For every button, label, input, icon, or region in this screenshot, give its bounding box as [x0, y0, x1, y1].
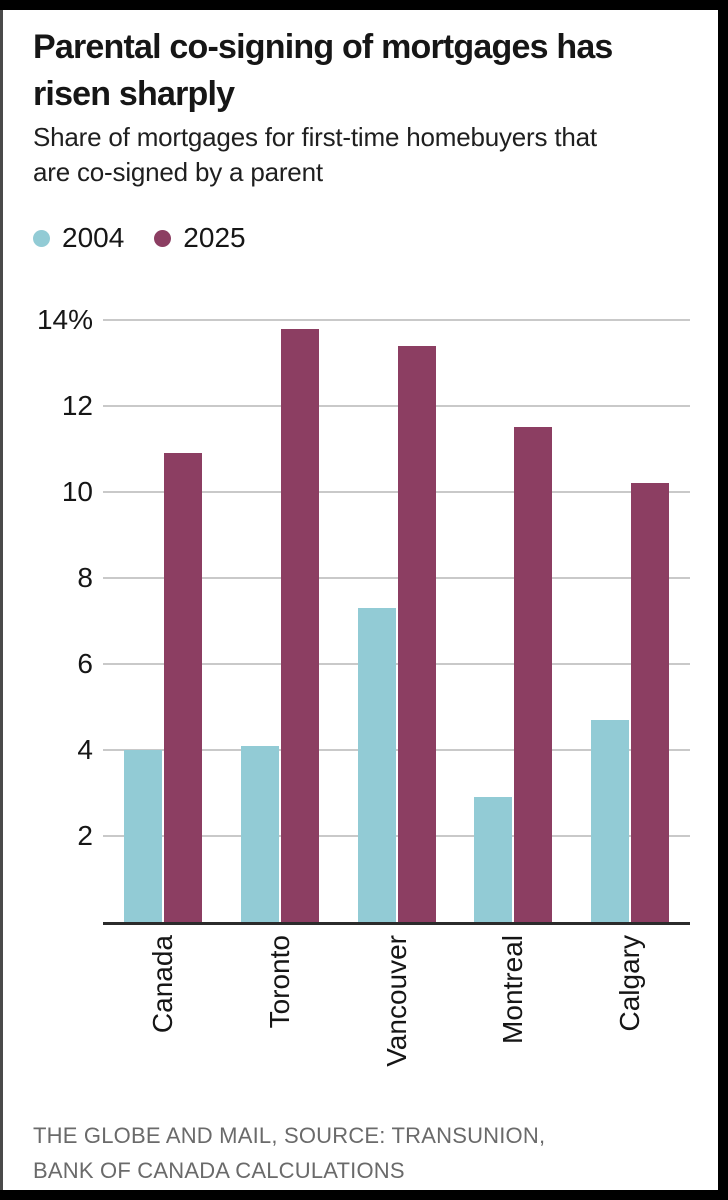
chart-title: Parental co-signing of mortgages has ris… — [33, 24, 673, 118]
gridline-10 — [103, 491, 690, 493]
legend-label-2004: 2004 — [62, 222, 125, 253]
gridline-6 — [103, 663, 690, 665]
legend-item-2004: 2004 — [33, 222, 124, 254]
chart-subtitle-line1: Share of mortgages for first-time homebu… — [33, 122, 597, 152]
x-axis-label-toronto: Toronto — [263, 935, 295, 1029]
bar-2025-montreal — [514, 427, 553, 922]
chart-subtitle-line2: are co-signed by a parent — [33, 157, 323, 187]
y-axis-label-12: 12 — [61, 390, 93, 421]
bar-2004-montreal — [474, 797, 513, 922]
source-line1: THE GLOBE AND MAIL, SOURCE: TRANSUNION, — [33, 1123, 546, 1148]
legend-label-2025: 2025 — [183, 222, 246, 253]
gridline-8 — [103, 577, 690, 579]
bar-2025-toronto — [280, 329, 319, 922]
chart-title-line1: Parental co-signing of mortgages has — [33, 28, 613, 66]
x-axis-label-vancouver: Vancouver — [380, 935, 412, 1067]
legend: 2004 2025 — [33, 222, 246, 254]
x-axis-label-calgary: Calgary — [614, 935, 645, 1032]
source-note: THE GLOBE AND MAIL, SOURCE: TRANSUNION, … — [33, 1118, 673, 1188]
y-axis-label-10: 10 — [61, 476, 93, 507]
x-axis-label-montreal: Montreal — [497, 935, 529, 1044]
bar-2025-vancouver — [397, 346, 436, 922]
bar-2004-calgary — [591, 720, 629, 922]
x-axis-line — [103, 922, 690, 925]
y-axis-label-6: 6 — [77, 648, 93, 679]
y-axis-label-4: 4 — [77, 734, 93, 765]
bar-2025-canada — [164, 453, 202, 922]
y-axis-label-8: 8 — [77, 562, 93, 593]
chart-subtitle: Share of mortgages for first-time homebu… — [33, 120, 693, 190]
legend-item-2025: 2025 — [154, 222, 246, 254]
plot-area — [103, 319, 690, 922]
y-axis-label-2: 2 — [77, 820, 93, 851]
chart-card: Parental co-signing of mortgages has ris… — [3, 10, 718, 1190]
chart-title-line2: risen sharply — [33, 75, 235, 113]
bar-2025-calgary — [631, 483, 669, 922]
y-axis-label-14: 14% — [36, 304, 93, 335]
source-line2: BANK OF CANADA CALCULATIONS — [33, 1158, 405, 1183]
bar-2004-canada — [124, 750, 162, 922]
gridline-4 — [103, 749, 690, 751]
gridline-2 — [103, 835, 690, 837]
legend-dot-2025-icon — [154, 229, 172, 247]
gridline-12 — [103, 405, 690, 407]
x-axis-label-canada: Canada — [147, 935, 178, 1034]
legend-dot-2004-icon — [33, 229, 50, 247]
gridline-14 — [103, 319, 690, 321]
frame-left-edge — [0, 10, 3, 1190]
bar-2004-toronto — [240, 746, 279, 922]
bar-2004-vancouver — [357, 608, 396, 922]
